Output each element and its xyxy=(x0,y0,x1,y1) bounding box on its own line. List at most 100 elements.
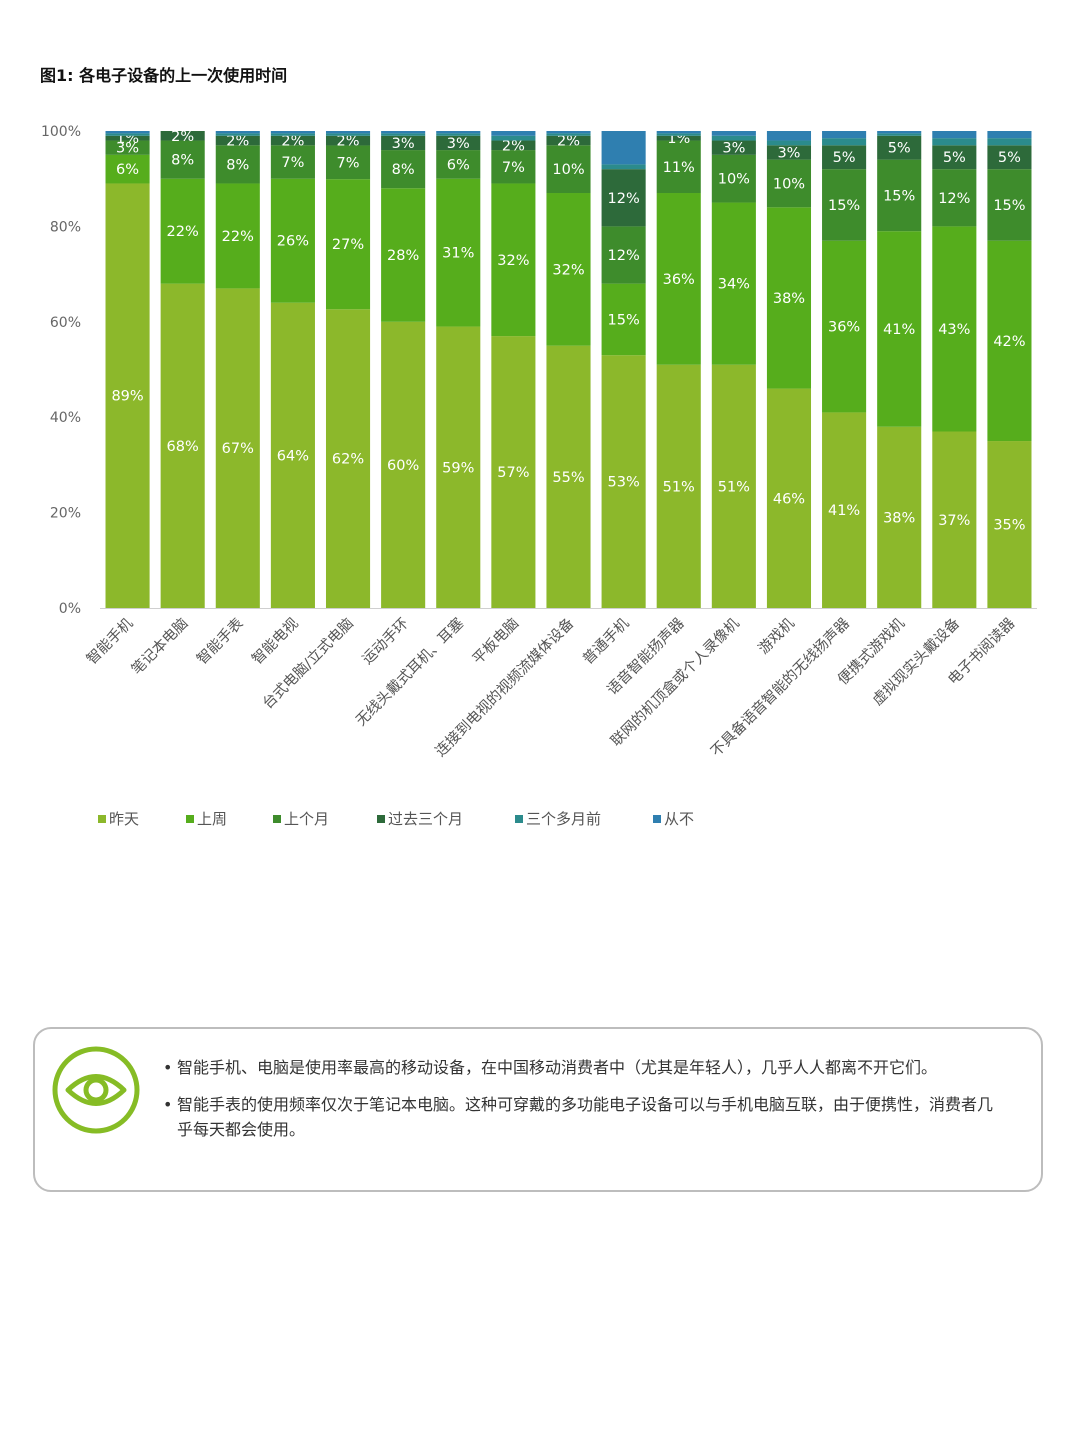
bar-segment xyxy=(491,135,536,141)
legend-label: 从不 xyxy=(664,810,695,828)
y-tick-label: 60% xyxy=(50,315,81,331)
category-label: 游戏机 xyxy=(755,614,798,657)
data-label: 42% xyxy=(993,334,1025,350)
y-tick-label: 40% xyxy=(50,410,81,426)
bar-segment xyxy=(215,145,260,184)
bar-segment xyxy=(325,135,371,146)
bar-segment xyxy=(877,133,922,136)
data-label: 7% xyxy=(281,155,304,171)
legend-item: 昨天 xyxy=(98,808,186,829)
bar-segment xyxy=(381,150,426,189)
bar-segment xyxy=(491,131,536,136)
bar-segment xyxy=(105,140,150,155)
legend-swatch xyxy=(515,814,523,823)
data-label: 6% xyxy=(447,157,470,173)
bar-segment xyxy=(822,412,867,608)
data-label: 38% xyxy=(773,291,805,307)
bar-segment xyxy=(325,133,371,136)
data-label: 15% xyxy=(608,312,640,328)
data-label: 34% xyxy=(718,277,750,293)
bar-segment xyxy=(325,309,371,608)
bar-segment xyxy=(215,183,260,289)
bar-segment xyxy=(656,135,701,141)
legend-label: 上个月 xyxy=(284,810,330,828)
bar-segment xyxy=(987,145,1032,170)
category-label: 智能电视 xyxy=(249,615,302,668)
data-label: 15% xyxy=(993,198,1025,214)
bar-segment xyxy=(711,202,756,365)
bar-segment xyxy=(270,302,315,608)
bar-segment xyxy=(160,283,205,608)
data-label: 68% xyxy=(167,439,199,455)
data-label: 2% xyxy=(281,134,304,150)
bar-segment xyxy=(270,133,315,136)
data-label: 2% xyxy=(557,134,580,150)
bar-segment xyxy=(877,426,922,608)
legend-label: 昨天 xyxy=(109,810,140,828)
bar-segment xyxy=(656,133,701,136)
data-label: 12% xyxy=(608,248,640,264)
bar-segment xyxy=(491,140,536,151)
y-tick-label: 80% xyxy=(50,219,81,235)
bar-segment xyxy=(325,145,371,180)
data-label: 57% xyxy=(497,465,529,481)
note-box: 智能手机、电脑是使用率最高的移动设备，在中国移动消费者中（尤其是年轻人），几乎人… xyxy=(33,1027,1043,1192)
legend-label: 三个多月前 xyxy=(526,810,602,828)
bar-segment xyxy=(436,150,481,179)
data-label: 7% xyxy=(337,155,360,171)
bar-segment xyxy=(436,326,481,608)
bar-segment xyxy=(381,321,426,608)
category-label: 智能手表 xyxy=(194,614,247,667)
data-label: 26% xyxy=(277,234,309,250)
data-label: 10% xyxy=(718,172,750,188)
bar-segment xyxy=(105,135,150,141)
bar-segment xyxy=(656,140,701,194)
data-label: 37% xyxy=(938,513,970,529)
category-label: 笔记本电脑 xyxy=(128,615,191,678)
data-label: 59% xyxy=(442,460,474,476)
bar-segment xyxy=(932,431,977,608)
bar-segment xyxy=(546,145,591,194)
bar-segment xyxy=(601,283,646,356)
y-tick-label: 0% xyxy=(59,601,81,617)
bar-segment xyxy=(987,441,1032,608)
bar-segment xyxy=(601,169,646,227)
bar-segment xyxy=(160,131,205,141)
bar-segment xyxy=(105,183,150,608)
bar-segment xyxy=(932,226,977,432)
data-label: 6% xyxy=(116,162,139,178)
category-label: 无线头戴式耳机、耳塞 xyxy=(352,614,467,729)
data-label: 27% xyxy=(332,237,364,253)
data-label: 12% xyxy=(608,191,640,207)
data-label: 11% xyxy=(663,160,695,176)
category-label: 普通手机 xyxy=(579,614,632,667)
bar-segment xyxy=(436,131,481,134)
data-label: 41% xyxy=(883,322,915,338)
bar-segment xyxy=(932,131,977,139)
legend-item: 过去三个月 xyxy=(377,808,515,829)
bar-segment xyxy=(381,133,426,136)
data-label: 38% xyxy=(883,510,915,526)
bar-segment xyxy=(546,193,591,346)
stacked-bar-chart: 0%20%40%60%80%100%89%6%3%1%智能手机68%22%8%2… xyxy=(41,124,1037,760)
bar-segment xyxy=(325,131,371,134)
bar-segment xyxy=(436,178,481,327)
bar-segment xyxy=(270,131,315,134)
data-label: 2% xyxy=(226,134,249,150)
data-label: 89% xyxy=(111,389,143,405)
bar-segment xyxy=(656,193,701,365)
bar-segment xyxy=(215,288,260,608)
bar-segment xyxy=(711,131,756,136)
bar-segment xyxy=(546,131,591,134)
bar-segment xyxy=(877,159,922,232)
data-label: 7% xyxy=(502,160,525,176)
data-label: 51% xyxy=(663,479,695,495)
legend-swatch xyxy=(653,814,661,823)
bar-segment xyxy=(601,164,646,170)
y-tick-label: 20% xyxy=(50,506,81,522)
data-label: 41% xyxy=(828,503,860,519)
data-label: 3% xyxy=(777,145,800,161)
bar-segment xyxy=(215,135,260,146)
bar-segment xyxy=(491,183,536,337)
data-label: 51% xyxy=(718,479,750,495)
